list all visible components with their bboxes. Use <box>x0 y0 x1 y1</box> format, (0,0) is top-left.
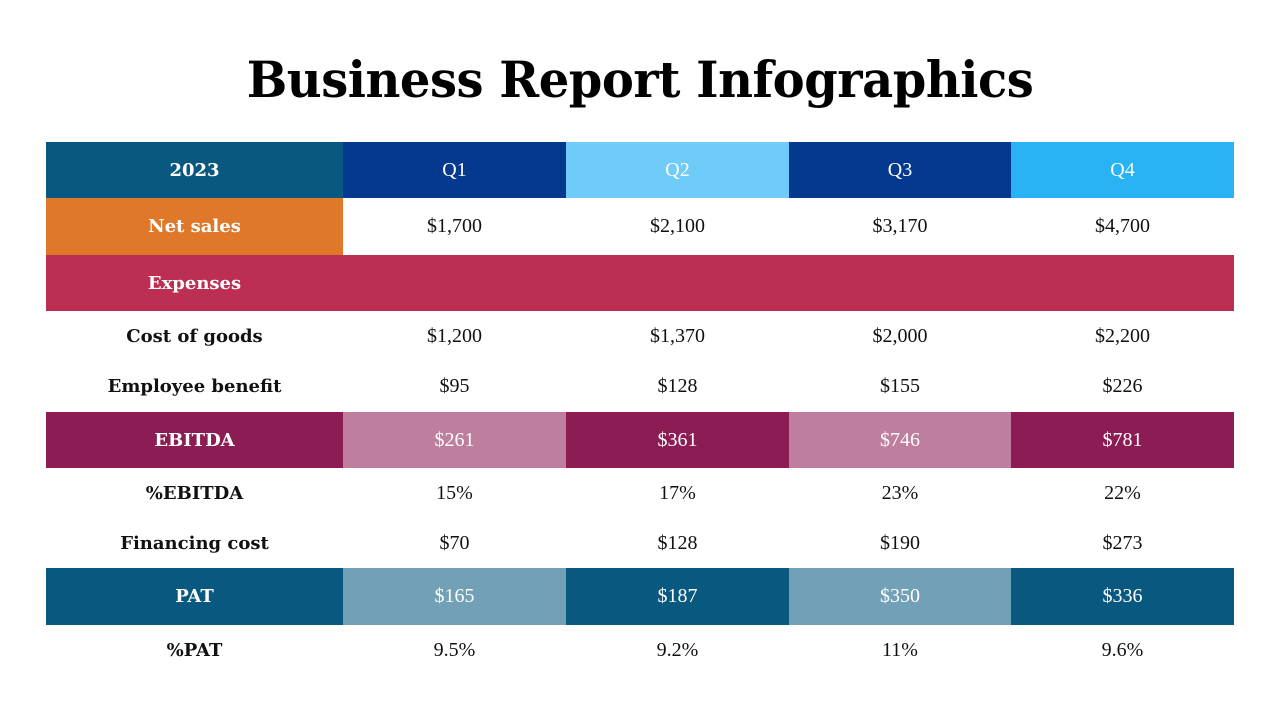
cost-of-goods-q2: $1,370 <box>650 324 705 347</box>
pct-pat-q2: 9.2% <box>656 638 699 661</box>
table-row-pct-pat: %PAT 9.5% 9.2% 11% 9.6% <box>46 625 1234 675</box>
row-label-pat: PAT <box>46 568 343 625</box>
pct-ebitda-q4: 22% <box>1104 481 1141 504</box>
pct-ebitda-q3: 23% <box>881 481 919 504</box>
table-row-financing-cost: Financing cost $70 $128 $190 $273 <box>46 518 1234 568</box>
pct-pat-q3: 11% <box>882 638 918 661</box>
cost-of-goods-q3: $2,000 <box>872 324 928 347</box>
cost-of-goods-q4: $2,200 <box>1095 324 1150 347</box>
table-row-expenses: Expenses <box>46 255 1234 311</box>
net-sales-q2: $2,100 <box>650 215 705 237</box>
report-table: 2023 Q1 Q2 Q3 Q4 Net sales $1,700 $2,100… <box>46 142 1234 675</box>
header-q3-cell: Q3 <box>789 142 1011 198</box>
pat-q1: $165 <box>343 568 566 625</box>
net-sales-q1: $1,700 <box>427 215 482 237</box>
net-sales-q4: $4,700 <box>1095 215 1150 237</box>
row-label-net-sales: Net sales <box>46 198 343 255</box>
page-title: Business Report Infographics <box>246 50 1034 109</box>
financing-cost-q1: $70 <box>439 531 470 554</box>
ebitda-q1: $261 <box>343 412 566 468</box>
pct-pat-q4: 9.6% <box>1101 638 1144 661</box>
ebitda-q2: $361 <box>566 412 789 468</box>
cost-of-goods-q1: $1,200 <box>427 324 482 347</box>
ebitda-q3: $746 <box>789 412 1011 468</box>
pat-q3: $350 <box>789 568 1011 625</box>
row-label-ebitda: EBITDA <box>46 412 343 468</box>
header-q2-cell: Q2 <box>566 142 789 198</box>
table-row-pct-ebitda: %EBITDA 15% 17% 23% 22% <box>46 468 1234 518</box>
table-row-ebitda: EBITDA $261 $361 $746 $781 <box>46 412 1234 468</box>
table-row-cost-of-goods: Cost of goods $1,200 $1,370 $2,000 $2,20… <box>46 311 1234 361</box>
pat-q4: $336 <box>1011 568 1234 625</box>
row-label-pct-pat: %PAT <box>166 639 223 661</box>
table-header-row: 2023 Q1 Q2 Q3 Q4 <box>46 142 1234 198</box>
row-label-pct-ebitda: %EBITDA <box>145 482 244 504</box>
net-sales-q3: $3,170 <box>872 215 928 237</box>
row-label-expenses: Expenses <box>147 272 242 294</box>
financing-cost-q3: $190 <box>880 531 920 554</box>
header-q1-cell: Q1 <box>343 142 566 198</box>
pat-q2: $187 <box>566 568 789 625</box>
employee-benefit-q3: $155 <box>880 375 920 397</box>
row-label-employee-benefit: Employee benefit <box>107 376 282 397</box>
expenses-band <box>343 255 1234 311</box>
table-row-net-sales: Net sales $1,700 $2,100 $3,170 $4,700 <box>46 198 1234 255</box>
pct-pat-q1: 9.5% <box>433 638 476 661</box>
table-row-employee-benefit: Employee benefit $95 $128 $155 $226 <box>46 361 1234 412</box>
table-row-pat: PAT $165 $187 $350 $336 <box>46 568 1234 625</box>
row-label-cost-of-goods: Cost of goods <box>126 325 263 347</box>
pct-ebitda-q2: 17% <box>659 481 696 504</box>
financing-cost-q4: $273 <box>1102 531 1143 554</box>
financing-cost-q2: $128 <box>657 531 698 554</box>
employee-benefit-q4: $226 <box>1102 375 1143 397</box>
row-label-financing-cost: Financing cost <box>120 532 269 554</box>
header-q4-cell: Q4 <box>1011 142 1234 198</box>
employee-benefit-q2: $128 <box>657 375 698 397</box>
header-year-cell: 2023 <box>46 142 343 198</box>
ebitda-q4: $781 <box>1011 412 1234 468</box>
pct-ebitda-q1: 15% <box>436 481 473 504</box>
employee-benefit-q1: $95 <box>439 375 470 397</box>
